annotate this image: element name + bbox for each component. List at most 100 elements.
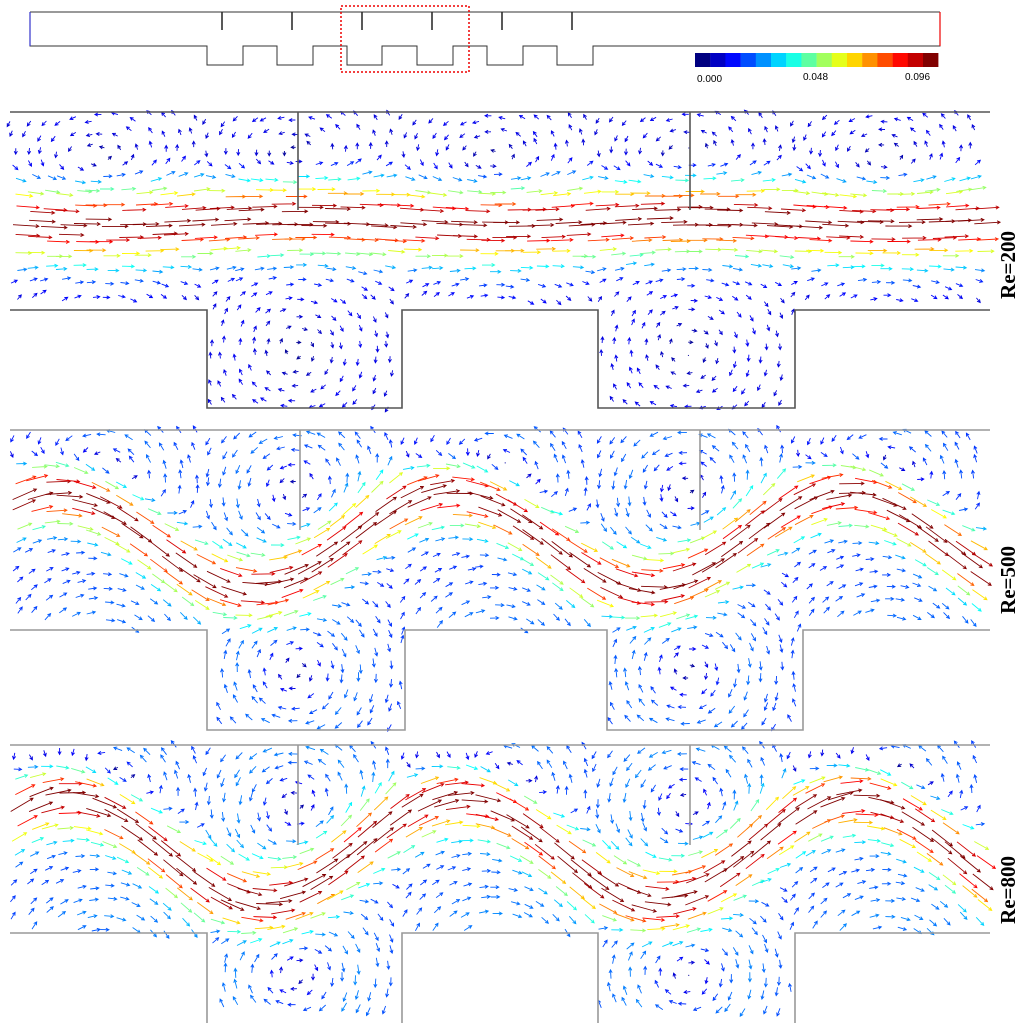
vector — [256, 580, 282, 584]
vector — [660, 311, 665, 315]
vector — [467, 179, 477, 182]
vector — [768, 868, 779, 873]
vector — [447, 255, 463, 258]
vector — [706, 616, 716, 619]
vector — [639, 148, 642, 154]
vector — [837, 283, 844, 286]
vector — [399, 681, 402, 689]
vector — [326, 774, 331, 781]
vector — [782, 573, 788, 577]
vector — [701, 949, 709, 952]
vector — [357, 672, 360, 681]
vector — [422, 784, 444, 793]
vector — [12, 833, 26, 842]
vector — [647, 510, 651, 517]
vector — [613, 338, 616, 344]
vector — [462, 852, 471, 855]
vector — [95, 113, 102, 116]
vector — [257, 650, 260, 657]
vector — [602, 166, 608, 170]
vector — [311, 974, 314, 980]
vector — [862, 134, 867, 137]
vector — [317, 725, 325, 729]
vector — [513, 914, 522, 918]
vector — [791, 282, 797, 285]
vector — [794, 611, 798, 618]
vector — [569, 541, 587, 552]
vector — [58, 912, 65, 917]
vector — [777, 977, 780, 985]
vector — [397, 702, 400, 709]
vector — [262, 719, 270, 723]
vector — [521, 177, 531, 180]
vector — [405, 564, 411, 569]
vector — [207, 161, 212, 166]
vector — [932, 830, 952, 846]
vector — [356, 944, 360, 952]
vector — [582, 176, 593, 180]
vector — [263, 748, 272, 752]
vector — [522, 569, 531, 574]
vector — [133, 884, 142, 888]
vector — [719, 979, 722, 987]
vector — [363, 545, 378, 554]
vector — [475, 135, 480, 138]
vector — [550, 431, 555, 437]
vector — [943, 875, 956, 885]
vector — [511, 902, 520, 905]
vector — [869, 886, 878, 889]
vector — [41, 226, 67, 229]
vector — [474, 152, 477, 156]
vector — [614, 292, 618, 297]
vector — [885, 915, 894, 918]
vector — [901, 782, 912, 788]
vector — [462, 784, 485, 787]
vector — [630, 253, 643, 256]
vector — [100, 928, 109, 931]
vector — [356, 496, 369, 508]
vector — [672, 307, 678, 310]
vector — [208, 400, 211, 405]
vector — [460, 278, 468, 281]
vector — [969, 143, 972, 149]
vector — [317, 642, 323, 646]
vector — [868, 513, 889, 520]
vector — [722, 949, 727, 955]
vector — [751, 264, 761, 267]
vector — [415, 237, 438, 240]
vector — [564, 761, 568, 769]
vector — [356, 523, 377, 539]
vector — [700, 928, 712, 931]
vector — [251, 965, 254, 973]
vector — [764, 703, 767, 711]
vector — [768, 309, 771, 314]
vector — [497, 843, 510, 849]
vector — [733, 473, 736, 482]
vector — [401, 487, 424, 498]
vector — [623, 793, 626, 802]
vector — [823, 597, 829, 602]
vector — [10, 896, 15, 902]
vector — [523, 141, 526, 146]
vector — [404, 579, 409, 584]
vector — [777, 1008, 780, 1016]
vector — [306, 746, 315, 750]
vector — [348, 932, 354, 939]
vector — [650, 432, 658, 436]
vector — [279, 967, 282, 973]
vector — [127, 127, 132, 131]
vector — [956, 494, 961, 500]
vector — [224, 963, 227, 972]
vector — [821, 283, 827, 286]
vector — [343, 504, 356, 515]
vector — [656, 164, 662, 167]
vector — [688, 341, 693, 344]
vector — [927, 853, 943, 865]
vector — [28, 161, 31, 167]
vector — [274, 436, 283, 439]
vector — [537, 600, 544, 605]
vector — [599, 469, 602, 477]
vector — [693, 762, 701, 765]
vector — [225, 954, 228, 962]
vector — [667, 466, 673, 470]
